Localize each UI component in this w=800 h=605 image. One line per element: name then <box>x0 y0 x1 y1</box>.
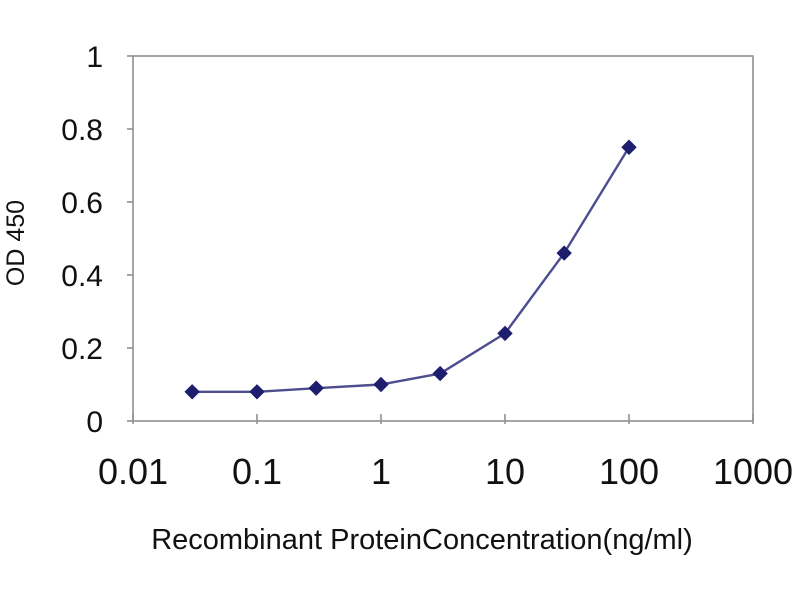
data-point-marker <box>373 376 389 393</box>
y-tick-label: 0.4 <box>61 260 103 293</box>
x-tick-label: 0.01 <box>98 451 168 492</box>
data-point-marker <box>432 365 448 382</box>
y-tick-label: 1 <box>86 41 103 74</box>
plot-area-border <box>132 55 754 422</box>
axis-layer <box>127 55 754 424</box>
series-line <box>192 146 631 393</box>
y-axis-title: OD 450 <box>2 200 30 286</box>
data-point-marker <box>308 380 324 396</box>
y-tick-label: 0 <box>86 406 103 439</box>
data-point-marker <box>556 245 572 261</box>
data-point-marker <box>621 139 637 155</box>
data-point-marker <box>249 384 265 400</box>
series-layer <box>184 139 637 400</box>
y-tick-label: 0.6 <box>61 187 103 220</box>
x-tick-label: 100 <box>599 451 659 492</box>
y-tick-label: 0.2 <box>61 333 103 366</box>
x-tick-label: 1000 <box>713 451 793 492</box>
data-point-marker <box>184 384 200 400</box>
data-point-marker <box>497 325 513 342</box>
x-tick-label: 0.1 <box>232 451 282 492</box>
x-axis-title: Recombinant ProteinConcentration(ng/ml) <box>151 524 693 556</box>
x-tick-label: 10 <box>485 451 525 492</box>
label-layer: Recombinant ProteinConcentration(ng/ml) … <box>2 41 793 556</box>
x-tick-label: 1 <box>371 451 391 492</box>
y-tick-label: 0.8 <box>61 114 103 147</box>
